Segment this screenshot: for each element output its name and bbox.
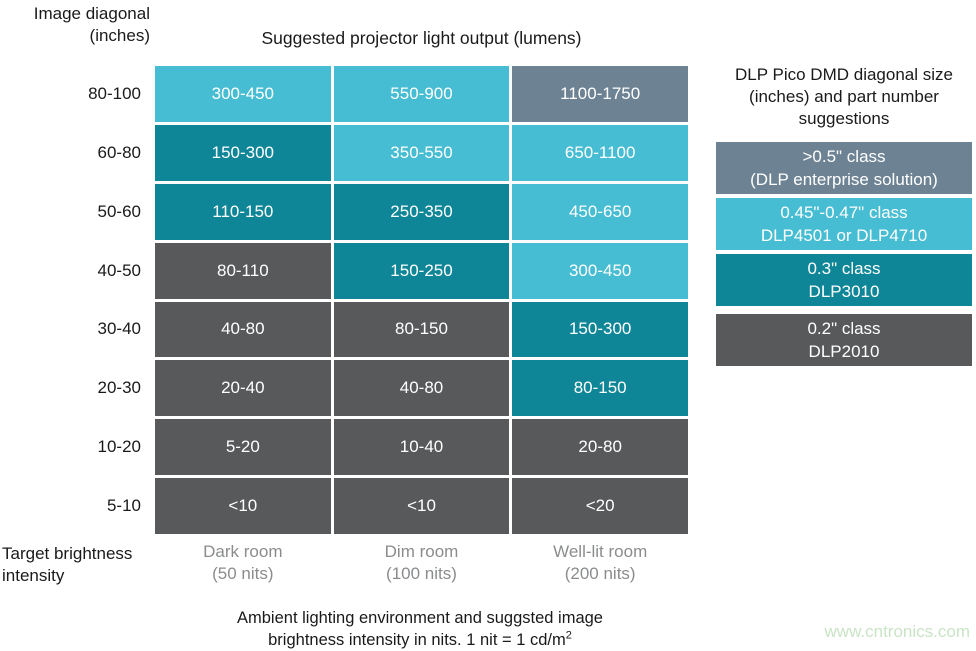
legend-item-line2: DLP2010 xyxy=(808,342,880,361)
table-cell-r4c0: 40-80 xyxy=(155,301,331,358)
row-label-6: 10-20 xyxy=(97,437,141,457)
table-cell-r7c0: <10 xyxy=(155,478,331,534)
table-cell-r1c0: 150-300 xyxy=(155,124,331,181)
watermark: www.cntronics.com xyxy=(824,622,970,641)
col-footer-sublabel: (50 nits) xyxy=(212,564,274,583)
col-footer-1: Dim room (100 nits) xyxy=(334,541,510,585)
table-title: Suggested projector light output (lumens… xyxy=(261,28,582,48)
row-axis-line1: Image diagonal xyxy=(33,4,150,23)
legend-item-line1: 0.45"-0.47" class xyxy=(780,203,908,222)
table-cell-r3c2: 300-450 xyxy=(512,242,688,299)
legend: DLP Pico DMD diagonal size (inches) and … xyxy=(716,64,972,370)
legend-item-line1: >0.5" class xyxy=(802,147,886,166)
table-cell-r2c1: 250-350 xyxy=(333,183,510,240)
table-cell-r4c1: 80-150 xyxy=(333,301,510,358)
legend-item-0: >0.5" class (DLP enterprise solution) xyxy=(716,142,972,194)
table-cell-r5c1: 40-80 xyxy=(333,360,510,417)
table-cell-r2c2: 450-650 xyxy=(512,183,688,240)
legend-item-1: 0.45"-0.47" class DLP4501 or DLP4710 xyxy=(716,198,972,250)
col-footer-0: Dark room (50 nits) xyxy=(155,541,331,585)
row-label-5: 20-30 xyxy=(97,378,141,398)
table-cell-r6c1: 10-40 xyxy=(333,419,510,476)
caption-superscript: 2 xyxy=(565,629,572,642)
col-footer-2: Well-lit room (200 nits) xyxy=(512,541,688,585)
table-cell-r0c1: 550-900 xyxy=(333,66,510,122)
caption-line2: brightness intensity in nits. 1 nit = 1 … xyxy=(268,631,566,649)
table-cell-r5c2: 80-150 xyxy=(512,360,688,417)
legend-item-line2: DLP3010 xyxy=(808,282,880,301)
row-label-2: 50-60 xyxy=(97,201,141,221)
table-cell-r3c1: 150-250 xyxy=(333,242,510,299)
legend-item-line1: 0.3" class xyxy=(807,259,881,278)
row-label-4: 30-40 xyxy=(97,319,141,339)
table-cell-r0c0: 300-450 xyxy=(155,66,331,122)
legend-item-line2: (DLP enterprise solution) xyxy=(750,170,938,189)
table-cell-r4c2: 150-300 xyxy=(512,301,688,358)
col-axis-line1: Target brightness xyxy=(2,544,133,563)
column-footers: Dark room (50 nits) Dim room (100 nits) Well… xyxy=(155,541,688,585)
col-axis-label: Target brightness intensity xyxy=(2,543,132,587)
row-axis-line2: (inches) xyxy=(89,26,150,45)
table-cell-r0c2: 1100-1750 xyxy=(512,66,688,122)
legend-item-line1: 0.2" class xyxy=(807,319,881,338)
col-footer-label: Dark room xyxy=(203,542,283,561)
lumens-table: 300-450 550-900 1100-1750 150-300 350-550 650… xyxy=(155,66,688,534)
row-labels: 80-100 60-80 50-60 40-50 30-40 20-30 10-20 5-10 xyxy=(0,66,141,534)
row-label-7: 5-10 xyxy=(106,496,141,516)
col-footer-sublabel: (100 nits) xyxy=(386,564,457,583)
table-cell-r3c0: 80-110 xyxy=(155,242,331,299)
col-footer-label: Dim room xyxy=(384,542,459,561)
table-cell-r2c0: 110-150 xyxy=(155,183,331,240)
legend-item-2: 0.3" class DLP3010 xyxy=(716,254,972,306)
col-footer-label: Well-lit room xyxy=(553,542,648,561)
row-label-1: 60-80 xyxy=(97,142,141,162)
col-footer-sublabel: (200 nits) xyxy=(564,564,636,583)
caption: Ambient lighting environment and suggste… xyxy=(90,607,750,651)
row-axis-label: Image diagonal (inches) xyxy=(0,3,150,47)
table-cell-r7c1: <10 xyxy=(333,478,510,534)
legend-items: >0.5" class (DLP enterprise solution) 0.45… xyxy=(716,142,972,366)
table-cell-r5c0: 20-40 xyxy=(155,360,331,417)
table-cell-r1c2: 650-1100 xyxy=(512,124,688,181)
legend-item-line2: DLP4501 or DLP4710 xyxy=(760,226,928,245)
legend-title: DLP Pico DMD diagonal size (inches) and … xyxy=(735,65,953,128)
table-cell-r6c2: 20-80 xyxy=(512,419,688,476)
table-cell-r1c1: 350-550 xyxy=(333,124,510,181)
row-label-0: 80-100 xyxy=(88,83,141,103)
col-axis-line2: intensity xyxy=(2,566,65,585)
table-cell-r7c2: <20 xyxy=(512,478,688,534)
legend-item-3: 0.2" class DLP2010 xyxy=(716,314,972,366)
table-cell-r6c0: 5-20 xyxy=(155,419,331,476)
caption-line1: Ambient lighting environment and suggste… xyxy=(237,609,603,627)
row-label-3: 40-50 xyxy=(97,260,141,280)
